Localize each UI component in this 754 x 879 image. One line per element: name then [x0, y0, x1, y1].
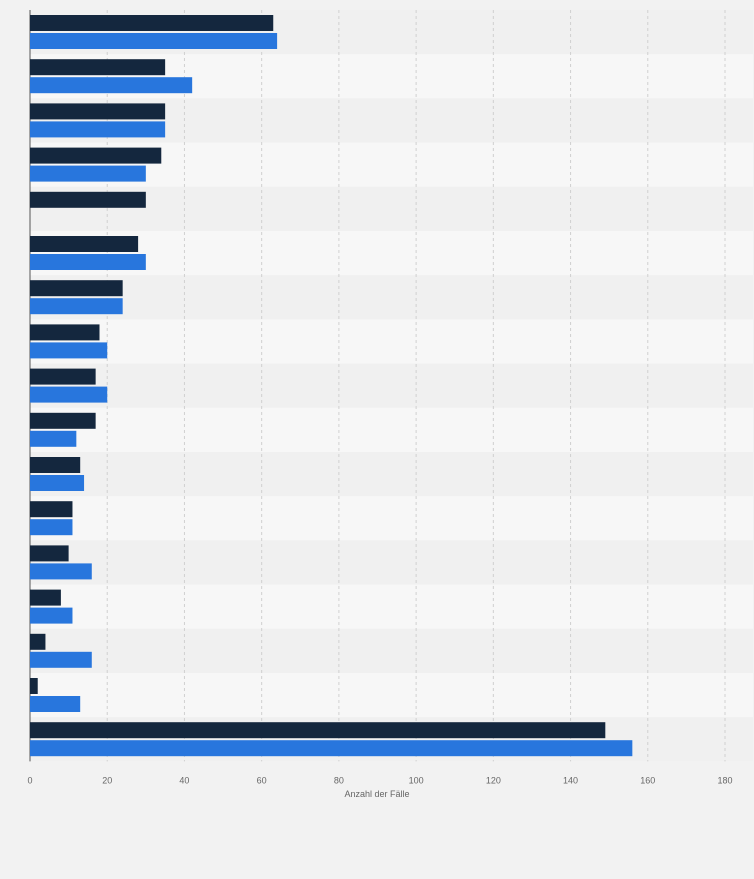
row-band	[30, 186, 753, 231]
bar-series-2	[30, 342, 108, 359]
row-band	[30, 319, 753, 364]
row-band	[30, 584, 753, 629]
bar-series-2	[30, 430, 77, 447]
bar-series-2	[30, 77, 193, 94]
bar-series-1	[30, 678, 38, 694]
row-bands	[30, 10, 753, 762]
row-band	[30, 363, 753, 408]
x-tick-label: 120	[486, 775, 501, 785]
row-band	[30, 452, 753, 497]
bar-series-1	[30, 412, 96, 429]
bars	[30, 15, 633, 757]
bar-series-2	[30, 607, 73, 624]
bar-series-1	[30, 103, 166, 120]
bar-series-1	[30, 457, 81, 473]
x-tick-label: 40	[179, 775, 189, 785]
row-band	[30, 407, 753, 452]
bar-series-2	[30, 298, 123, 315]
bar-series-2	[30, 519, 73, 536]
bar-series-1	[30, 501, 73, 518]
row-band	[30, 673, 753, 718]
bar-series-2	[30, 696, 81, 712]
x-tick-label: 180	[717, 775, 732, 785]
bar-series-1	[30, 589, 61, 606]
bar-series-1	[30, 191, 146, 208]
x-tick-label: 100	[409, 775, 424, 785]
bar-series-2	[30, 254, 146, 270]
bar-series-2	[30, 740, 633, 757]
bar-series-1	[30, 147, 162, 164]
bar-series-2	[30, 33, 278, 49]
row-band	[30, 275, 753, 320]
x-tick-label: 160	[640, 775, 655, 785]
row-band	[30, 628, 753, 673]
row-band	[30, 496, 753, 541]
x-tick-label: 80	[334, 775, 344, 785]
bar-series-2	[30, 651, 92, 668]
bar-series-2	[30, 386, 108, 403]
bar-series-1	[30, 722, 606, 739]
x-axis-title: Anzahl der Fälle	[344, 789, 409, 799]
bar-series-1	[30, 368, 96, 385]
bar-series-1	[30, 15, 274, 31]
x-tick-label: 140	[563, 775, 578, 785]
row-band	[30, 540, 753, 585]
x-tick-label: 20	[102, 775, 112, 785]
x-tick-label: 60	[257, 775, 267, 785]
bar-series-1	[30, 59, 166, 76]
bar-series-1	[30, 280, 123, 297]
bar-series-2	[30, 121, 166, 138]
x-tick-label: 0	[27, 775, 32, 785]
bar-series-2	[30, 475, 85, 491]
bar-series-2	[30, 563, 92, 580]
x-axis: 0 20 40 60 80 100 120 140 160 180	[27, 775, 732, 785]
bar-series-1	[30, 545, 69, 562]
bar-series-1	[30, 633, 46, 650]
bar-series-1	[30, 324, 100, 341]
row-band	[30, 231, 753, 276]
bar-series-2	[30, 165, 146, 182]
bar-series-1	[30, 236, 139, 252]
